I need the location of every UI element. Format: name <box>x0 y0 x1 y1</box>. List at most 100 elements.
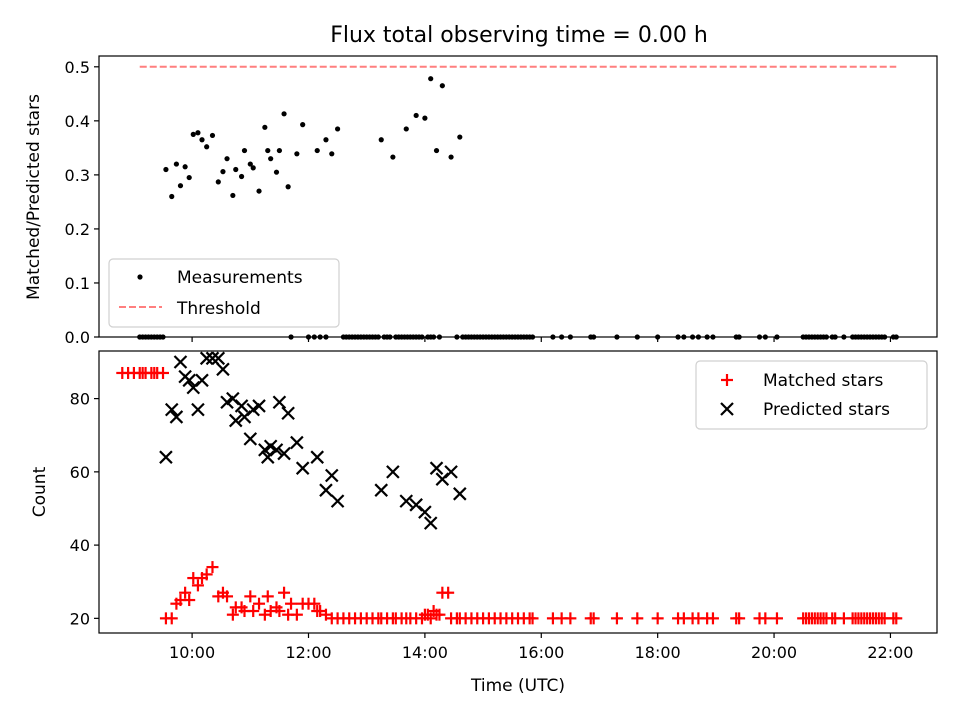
predicted-star-point <box>182 373 196 388</box>
predicted-star-point <box>386 465 400 479</box>
measurement-point <box>204 144 210 150</box>
measurement-point <box>265 147 271 154</box>
bottom-y-tick-label: 20 <box>70 609 90 628</box>
measurement-point <box>334 126 341 132</box>
predicted-star-point <box>195 373 209 388</box>
measurement-point <box>329 151 335 157</box>
matched-star-point <box>442 586 455 599</box>
bottom-plot-area <box>116 351 903 625</box>
chart-title: Flux total observing time = 0.00 h <box>330 23 708 48</box>
bottom-x-ticks: 10:00 12:00 14:00 16:00 18:00 20:00 22:00 <box>169 633 913 662</box>
measurement-point <box>182 164 188 170</box>
predicted-star-point <box>295 461 310 475</box>
measurement-point <box>390 154 396 160</box>
top-legend: Measurements Threshold <box>108 258 340 328</box>
matched-star-point <box>706 612 719 625</box>
top-y-axis-label: Matched/Predicted stars <box>24 94 44 300</box>
measurement-point <box>323 137 329 143</box>
measurement-point <box>378 137 384 143</box>
measurement-point <box>300 122 306 128</box>
predicted-star-point <box>169 410 184 424</box>
measurement-point <box>199 137 205 143</box>
measurement-point <box>428 76 434 82</box>
measurement-point <box>230 192 236 199</box>
predicted-star-point <box>399 494 414 508</box>
predicted-star-point <box>429 461 444 475</box>
matched-star-point <box>564 612 577 625</box>
matched-star-point <box>651 612 664 625</box>
matched-star-point <box>587 612 600 625</box>
top-legend-box <box>108 258 340 328</box>
top-y-tick-label: 0.4 <box>65 112 90 131</box>
bottom-x-tick-label: 22:00 <box>867 643 913 662</box>
matched-star-point <box>191 579 204 592</box>
matched-star-point <box>770 612 783 625</box>
predicted-star-point <box>191 402 205 417</box>
measurement-point <box>250 165 256 171</box>
matched-star-point <box>183 594 196 607</box>
measurement-point <box>262 124 268 130</box>
bottom-y-tick-label: 80 <box>70 390 90 409</box>
measurement-point <box>177 183 184 189</box>
predicted-star-point <box>324 468 339 483</box>
predicted-star-point <box>444 465 458 479</box>
legend-marker-matched <box>721 374 733 386</box>
matched-star-point <box>278 586 291 599</box>
bottom-legend: Matched stars Predicted stars <box>695 360 928 430</box>
measurement-point <box>215 179 221 185</box>
bottom-y-tick-label: 40 <box>70 536 90 555</box>
matched-star-point <box>179 586 192 599</box>
matched-star-point <box>261 590 274 603</box>
matched-star-point <box>165 612 178 625</box>
predicted-star-point <box>272 395 287 410</box>
measurement-point <box>276 147 283 154</box>
bottom-x-tick-label: 12:00 <box>285 643 331 662</box>
measurement-point <box>422 115 428 121</box>
measurement-point <box>224 156 230 162</box>
matched-star-point <box>247 605 260 618</box>
predicted-star-point <box>418 505 432 519</box>
measurement-point <box>448 154 454 160</box>
predicted-star-point <box>243 432 258 446</box>
measurement-point <box>233 166 239 173</box>
matched-star-point <box>733 612 746 625</box>
predicted-star-point <box>281 406 295 421</box>
measurement-point <box>173 161 179 167</box>
matched-star-point <box>285 597 298 610</box>
matched-star-point <box>226 608 239 621</box>
predicted-star-point <box>216 362 230 377</box>
matched-star-point <box>890 612 903 625</box>
measurement-point <box>186 174 192 181</box>
matched-star-point <box>244 590 257 603</box>
predicted-star-point <box>205 351 220 366</box>
predicted-star-point <box>252 399 266 413</box>
bottom-x-tick-label: 14:00 <box>402 643 448 662</box>
matched-star-point <box>157 366 170 379</box>
measurement-point <box>241 147 248 154</box>
top-y-ticks: 0.0 0.1 0.2 0.3 0.4 0.5 <box>65 58 99 347</box>
bottom-axes: Count Time (UTC) 20 40 60 80 10:00 12:00 14:0… <box>30 350 938 696</box>
measurement-point <box>413 112 419 119</box>
bottom-axes-frame <box>98 350 938 634</box>
bottom-y-ticks: 20 40 60 80 <box>70 390 99 628</box>
matched-star-point <box>631 612 644 625</box>
legend-marker-measurements <box>137 274 143 280</box>
measurement-point <box>457 134 463 140</box>
top-plot-area <box>137 65 899 340</box>
matched-star-point <box>273 605 286 618</box>
legend-label-predicted: Predicted stars <box>763 400 890 420</box>
measurement-point <box>273 169 280 175</box>
predicted-star-point <box>453 487 467 501</box>
measurement-point <box>268 156 274 162</box>
matched-star-point <box>221 590 234 603</box>
predicted-star-point <box>330 494 345 508</box>
measurement-point <box>190 131 196 137</box>
measurement-point <box>209 132 216 139</box>
bottom-y-axis-label: Count <box>30 466 50 517</box>
measurement-point <box>285 184 291 190</box>
matched-star-point <box>253 597 266 610</box>
legend-marker-predicted <box>720 402 734 416</box>
predicted-star-point <box>269 443 284 457</box>
matched-star-point <box>610 612 623 625</box>
predicted-star-point <box>234 399 249 413</box>
